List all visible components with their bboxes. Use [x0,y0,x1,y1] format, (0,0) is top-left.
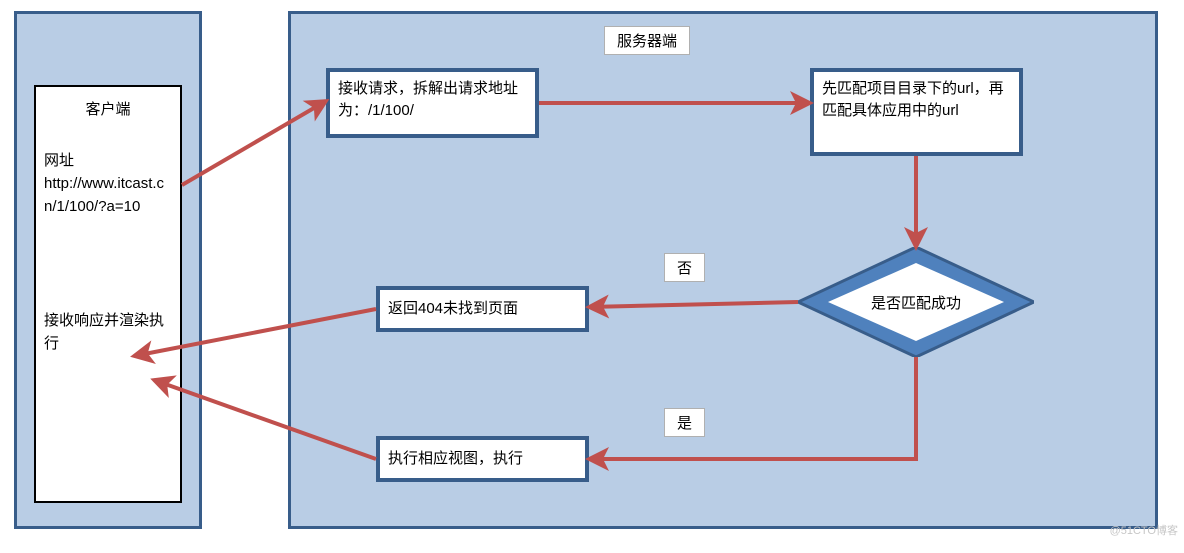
client-url-text: 网址http://www.itcast.cn/1/100/?a=10 [44,149,172,219]
watermark: @51CTO博客 [1110,522,1178,538]
return-404-node: 返回404未找到页面 [376,286,589,332]
client-textbox: 客户端 网址http://www.itcast.cn/1/100/?a=10 接… [34,85,182,503]
client-receive-text: 接收响应并渲染执行 [44,309,172,356]
client-title: 客户端 [44,99,172,121]
decision-diamond: 是否匹配成功 [798,247,1034,357]
parse-request-node: 接收请求，拆解出请求地址为：/1/100/ [326,68,539,138]
no-label: 否 [664,253,705,282]
match-url-node: 先匹配项目目录下的url，再匹配具体应用中的url [810,68,1023,156]
yes-label: 是 [664,408,705,437]
diagram-canvas: 客户端 网址http://www.itcast.cn/1/100/?a=10 接… [0,0,1184,540]
server-title: 服务器端 [604,26,690,55]
decision-text: 是否匹配成功 [798,247,1034,357]
exec-view-node: 执行相应视图，执行 [376,436,589,482]
